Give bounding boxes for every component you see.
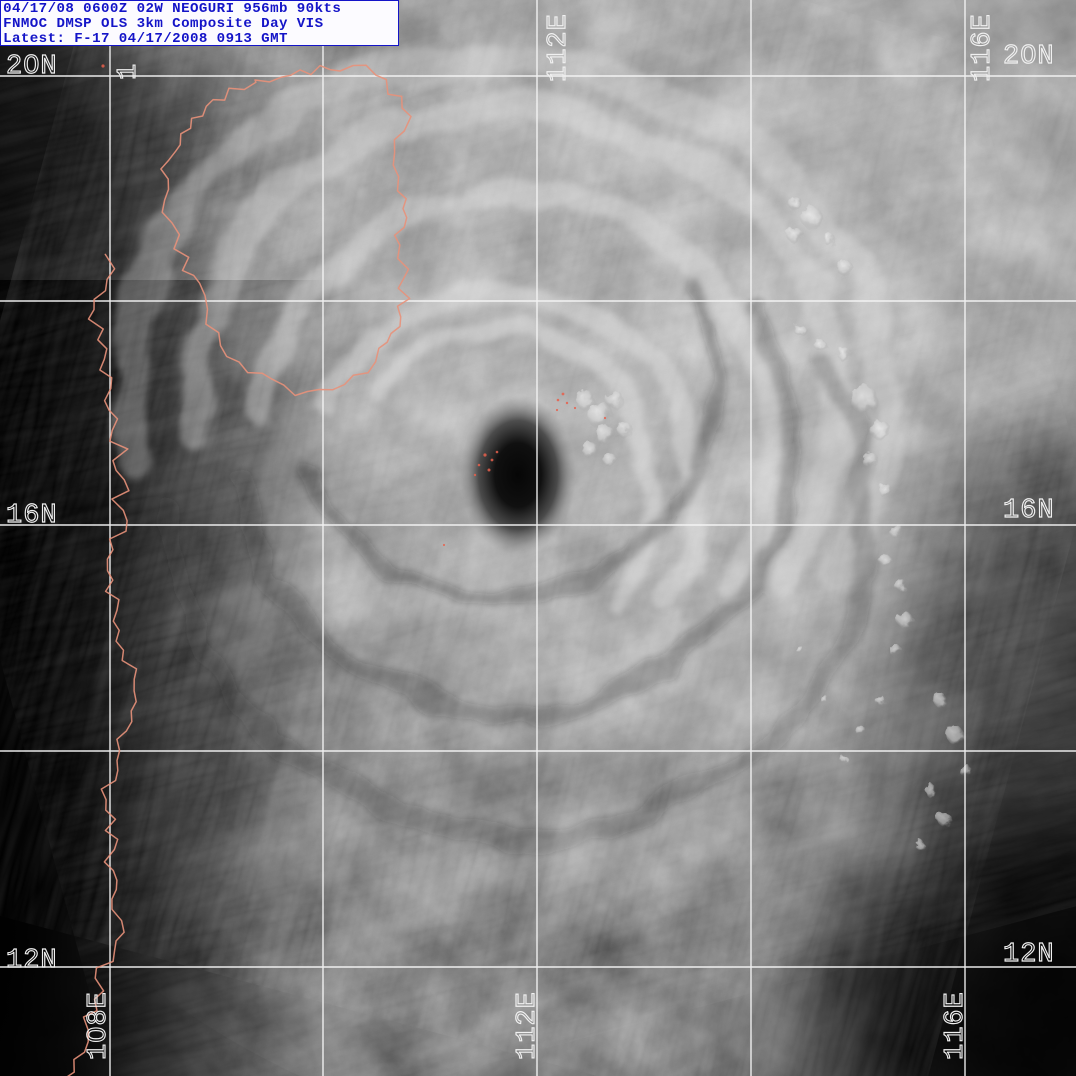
svg-text:112E: 112E (544, 13, 574, 82)
svg-text:116E: 116E (941, 991, 971, 1060)
svg-text:12N: 12N (1003, 940, 1055, 970)
svg-text:1: 1 (114, 63, 144, 80)
svg-text:2ON: 2ON (1003, 42, 1055, 72)
svg-text:12N: 12N (6, 946, 58, 976)
svg-text:2ON: 2ON (6, 52, 58, 82)
svg-text:112E: 112E (513, 991, 543, 1060)
svg-text:16N: 16N (6, 501, 58, 531)
svg-text:1O8E: 1O8E (84, 991, 114, 1060)
svg-text:16N: 16N (1003, 496, 1055, 526)
svg-text:116E: 116E (968, 13, 998, 82)
